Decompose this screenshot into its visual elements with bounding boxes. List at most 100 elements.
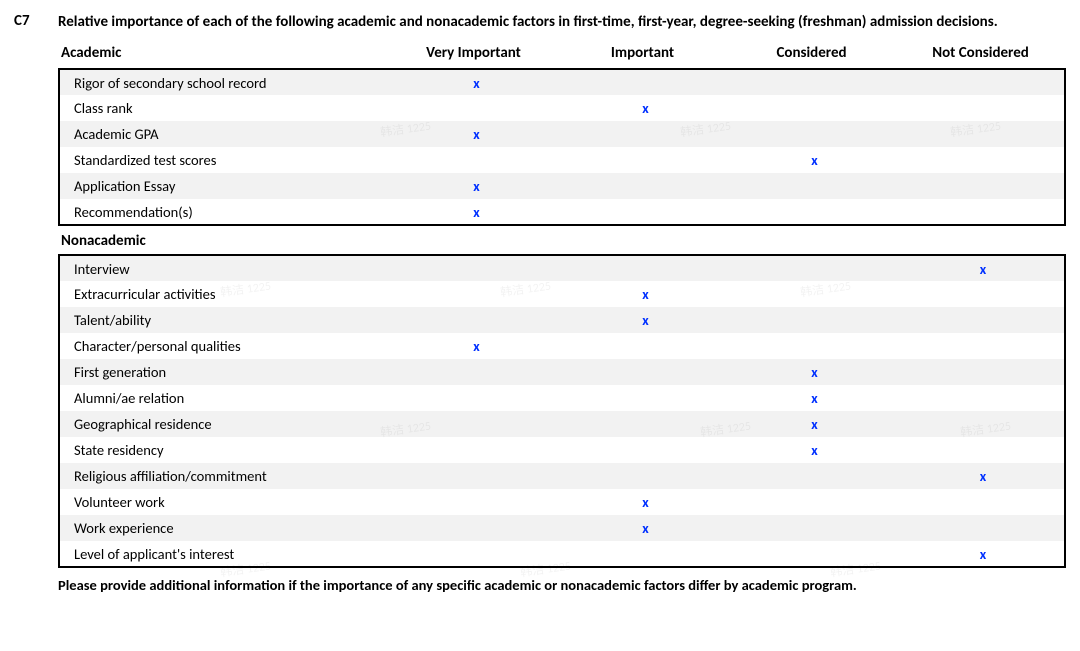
section-code: C7	[14, 12, 44, 30]
rating-cell	[558, 147, 727, 173]
table-row: Academic GPAx	[59, 121, 1065, 147]
factor-label: Interview	[59, 255, 389, 281]
rating-cell: x	[389, 173, 558, 199]
table-row: Standardized test scores x	[59, 147, 1065, 173]
x-mark-icon: x	[642, 100, 648, 117]
col-header-considered: Considered	[727, 40, 896, 69]
table-row: Level of applicant's interest x	[59, 541, 1065, 567]
rating-cell	[558, 437, 727, 463]
factors-table: Academic Very Important Important Consid…	[58, 40, 1066, 568]
rating-cell	[389, 463, 558, 489]
factor-label: First generation	[59, 359, 389, 385]
table-row: Application Essay x	[59, 173, 1065, 199]
rating-cell	[727, 307, 896, 333]
rating-cell: x	[389, 121, 558, 147]
table-row: Alumni/ae relationx	[59, 385, 1065, 411]
rating-cell	[558, 121, 727, 147]
rating-cell	[389, 411, 558, 437]
x-mark-icon: x	[980, 546, 986, 563]
rating-cell	[727, 199, 896, 225]
rating-cell	[558, 541, 727, 567]
rating-cell	[727, 463, 896, 489]
table-row: Talent/abilityx	[59, 307, 1065, 333]
x-mark-icon: x	[642, 494, 648, 511]
factor-label: Character/personal qualities	[59, 333, 389, 359]
rating-cell	[389, 359, 558, 385]
factor-label: Geographical residence	[59, 411, 389, 437]
x-mark-icon: x	[473, 178, 479, 195]
col-header-not-considered: Not Considered	[896, 40, 1065, 69]
table-row: Interviewx	[59, 255, 1065, 281]
rating-cell	[389, 281, 558, 307]
rating-cell	[727, 69, 896, 95]
x-mark-icon: x	[642, 286, 648, 303]
rating-cell	[896, 437, 1065, 463]
rating-cell	[896, 173, 1065, 199]
table-row: Rigor of secondary school recordx	[59, 69, 1065, 95]
col-header-very-important: Very Important	[389, 40, 558, 69]
table-row: Volunteer workx	[59, 489, 1065, 515]
rating-cell	[896, 307, 1065, 333]
x-mark-icon: x	[811, 152, 817, 169]
rating-cell	[558, 173, 727, 199]
factor-label: Class rank	[59, 95, 389, 121]
x-mark-icon: x	[980, 468, 986, 485]
rating-cell	[558, 69, 727, 95]
rating-cell	[558, 411, 727, 437]
rating-cell: x	[727, 359, 896, 385]
rating-cell	[896, 359, 1065, 385]
rating-cell	[389, 515, 558, 541]
table-row: Extracurricular activities x	[59, 281, 1065, 307]
factor-label: State residency	[59, 437, 389, 463]
rating-cell: x	[727, 411, 896, 437]
table-row: State residency x	[59, 437, 1065, 463]
col-header-academic: Academic	[59, 40, 389, 69]
rating-cell	[558, 199, 727, 225]
x-mark-icon: x	[642, 312, 648, 329]
rating-cell	[727, 333, 896, 359]
factor-label: Application Essay	[59, 173, 389, 199]
rating-cell	[896, 121, 1065, 147]
rating-cell: x	[727, 385, 896, 411]
rating-cell	[727, 255, 896, 281]
table-row: Character/personal qualitiesx	[59, 333, 1065, 359]
rating-cell	[558, 463, 727, 489]
rating-cell: x	[558, 489, 727, 515]
rating-cell	[727, 95, 896, 121]
rating-cell	[558, 359, 727, 385]
rating-cell	[389, 147, 558, 173]
rating-cell: x	[389, 199, 558, 225]
table-row: Religious affiliation/commitmentx	[59, 463, 1065, 489]
rating-cell: x	[389, 333, 558, 359]
rating-cell	[558, 385, 727, 411]
table-row: Geographical residence x	[59, 411, 1065, 437]
factor-label: Level of applicant's interest	[59, 541, 389, 567]
footer-note: Please provide additional information if…	[58, 576, 1066, 594]
section-title: Relative importance of each of the follo…	[58, 12, 998, 32]
rating-cell	[896, 95, 1065, 121]
rating-cell	[389, 541, 558, 567]
col-header-important: Important	[558, 40, 727, 69]
factor-label: Standardized test scores	[59, 147, 389, 173]
rating-cell	[896, 333, 1065, 359]
x-mark-icon: x	[473, 204, 479, 221]
rating-cell	[389, 307, 558, 333]
rating-cell: x	[389, 69, 558, 95]
rating-cell	[896, 385, 1065, 411]
rating-cell	[727, 281, 896, 307]
rating-cell	[727, 541, 896, 567]
factor-label: Extracurricular activities	[59, 281, 389, 307]
rating-cell	[896, 515, 1065, 541]
factor-label: Academic GPA	[59, 121, 389, 147]
rating-cell	[389, 489, 558, 515]
rating-cell: x	[558, 307, 727, 333]
nonacademic-header: Nonacademic	[59, 225, 1065, 255]
table-row: Class rank x	[59, 95, 1065, 121]
table-row: First generation x	[59, 359, 1065, 385]
rating-cell: x	[727, 437, 896, 463]
rating-cell	[389, 385, 558, 411]
x-mark-icon: x	[811, 416, 817, 433]
x-mark-icon: x	[473, 75, 479, 92]
rating-cell	[389, 255, 558, 281]
x-mark-icon: x	[811, 390, 817, 407]
